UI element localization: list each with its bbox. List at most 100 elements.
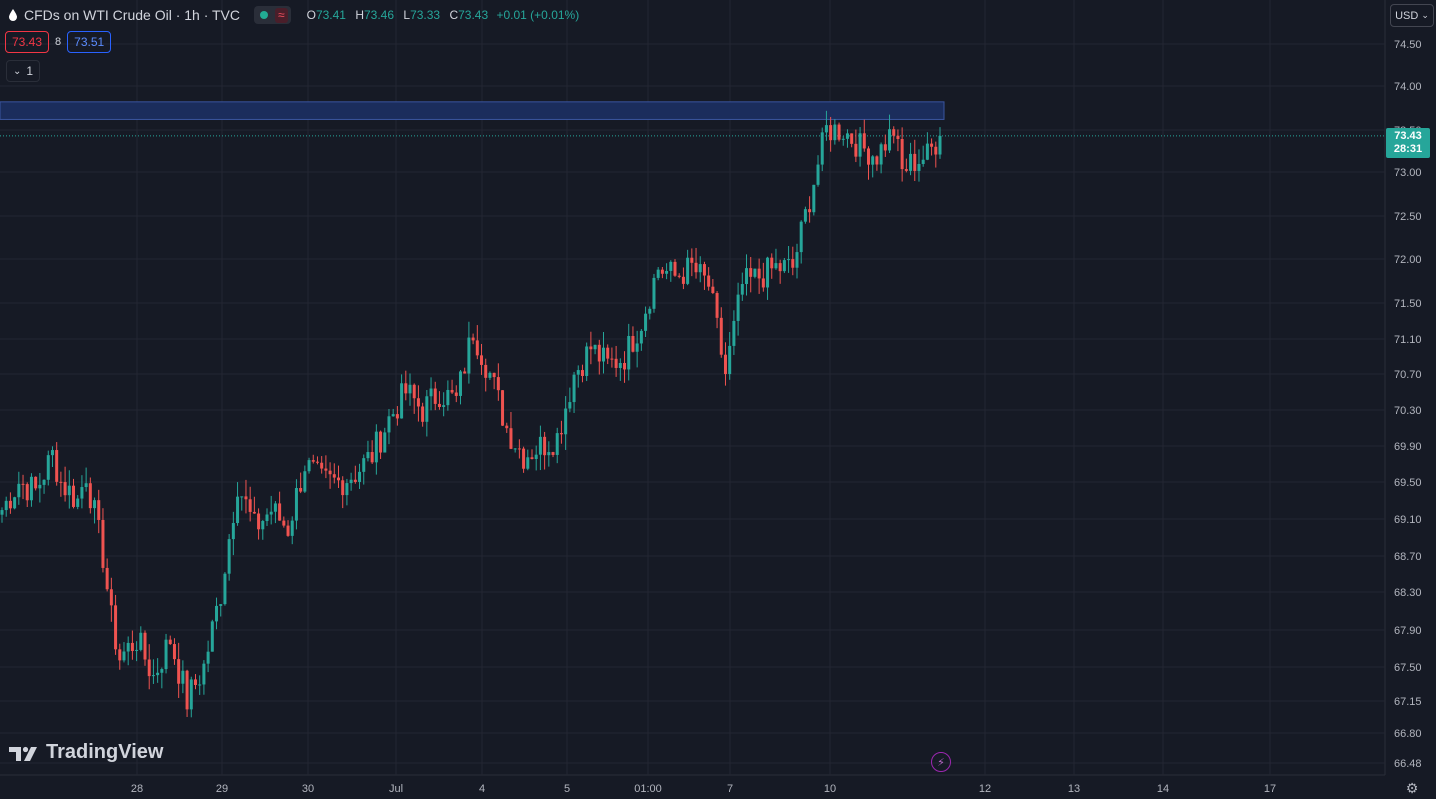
candle-body xyxy=(454,392,458,396)
candle-body xyxy=(429,388,433,397)
status-pill[interactable]: ≈ xyxy=(254,6,291,24)
candle-body xyxy=(526,457,530,469)
candle-body xyxy=(925,143,929,160)
candle-body xyxy=(379,431,383,453)
candle-body xyxy=(63,482,67,496)
candle-body xyxy=(543,436,547,456)
gear-icon[interactable]: ⚙ xyxy=(1405,780,1419,796)
candlestick-series xyxy=(0,110,942,718)
lightning-icon[interactable]: ⚡ xyxy=(931,752,951,772)
candle-body xyxy=(597,344,601,362)
candle-body xyxy=(652,277,656,309)
candle-body xyxy=(215,605,219,622)
candle-body xyxy=(353,479,357,482)
buy-button[interactable]: 73.51 xyxy=(67,31,112,53)
candle-body xyxy=(425,396,429,422)
candle-body xyxy=(850,133,854,144)
candle-body xyxy=(580,370,584,376)
candle-body xyxy=(551,452,555,455)
price-tick-label: 69.10 xyxy=(1394,514,1422,526)
candle-body xyxy=(589,346,593,350)
tradingview-logo[interactable]: TradingView xyxy=(8,741,163,764)
candle-body xyxy=(412,384,416,399)
candle-body xyxy=(665,270,669,274)
currency-selector[interactable]: USD ⌄ xyxy=(1390,4,1434,27)
candle-body xyxy=(80,487,84,499)
candle-body xyxy=(442,405,446,407)
candle-body xyxy=(25,484,29,501)
candle-body xyxy=(168,639,172,645)
candle-body xyxy=(366,452,370,459)
price-tick-label: 67.90 xyxy=(1394,625,1422,637)
supply-zone-rectangle[interactable] xyxy=(0,101,945,120)
candle-body xyxy=(467,337,471,374)
candle-body xyxy=(866,148,870,165)
candle-body xyxy=(421,406,425,422)
candle-body xyxy=(126,642,130,652)
candle-body xyxy=(909,153,913,171)
candle-body xyxy=(433,388,437,404)
candle-body xyxy=(450,389,454,393)
candle-body xyxy=(694,262,698,273)
candle-body xyxy=(164,639,168,670)
time-tick-label: 14 xyxy=(1157,783,1169,795)
candle-body xyxy=(332,474,336,478)
spread-value: 8 xyxy=(55,36,62,48)
candle-body xyxy=(845,133,849,139)
candle-body xyxy=(93,500,97,509)
candle-body xyxy=(84,483,88,488)
candle-body xyxy=(690,257,694,263)
candle-body xyxy=(42,479,46,485)
candle-body xyxy=(547,452,551,456)
candle-body xyxy=(673,261,677,276)
time-tick-label: 13 xyxy=(1068,783,1080,795)
candle-body xyxy=(534,454,538,459)
candle-body xyxy=(677,275,681,277)
candle-body xyxy=(644,313,648,331)
candle-body xyxy=(803,209,807,222)
candle-body xyxy=(198,684,202,686)
candle-body xyxy=(576,370,580,375)
candle-body xyxy=(38,484,42,489)
candle-body xyxy=(362,458,366,472)
candle-body xyxy=(135,649,139,651)
sell-button[interactable]: 73.43 xyxy=(5,31,50,53)
candle-body xyxy=(618,362,622,368)
time-tick-label: 28 xyxy=(131,783,143,795)
candle-body xyxy=(307,460,311,472)
candle-body xyxy=(913,153,917,171)
candle-body xyxy=(871,156,875,165)
indicators-toggle[interactable]: ⌄ 1 xyxy=(6,60,41,82)
price-tick-label: 70.30 xyxy=(1394,405,1422,417)
price-tick-label: 68.30 xyxy=(1394,587,1422,599)
candle-body xyxy=(231,523,235,540)
candle-body xyxy=(252,511,256,514)
candle-body xyxy=(261,520,265,530)
price-change: +0.01 (+0.01%) xyxy=(496,8,580,22)
candle-body xyxy=(812,184,816,213)
candle-body xyxy=(387,416,391,433)
candle-body xyxy=(55,450,59,482)
candle-body xyxy=(391,414,395,417)
candle-body xyxy=(896,135,900,140)
symbol-title[interactable]: CFDs on WTI Crude Oil · 1h · TVC xyxy=(24,7,241,23)
candle-body xyxy=(8,500,12,509)
candle-body xyxy=(337,477,341,481)
symbol-legend: CFDs on WTI Crude Oil · 1h · TVC ≈ O73.4… xyxy=(8,5,579,25)
candle-body xyxy=(513,448,517,450)
price-tick-label: 68.70 xyxy=(1394,551,1422,563)
candle-body xyxy=(240,496,244,498)
candle-body xyxy=(711,286,715,294)
candle-body xyxy=(458,371,462,396)
candle-body xyxy=(400,383,404,419)
candle-body xyxy=(559,433,563,435)
candle-body xyxy=(808,209,812,213)
time-tick-label: 7 xyxy=(727,783,733,795)
candle-body xyxy=(269,511,273,515)
candle-body xyxy=(723,354,727,375)
candle-body xyxy=(875,156,879,165)
candle-body xyxy=(143,632,147,660)
candle-body xyxy=(139,632,143,650)
candle-body xyxy=(606,347,610,359)
